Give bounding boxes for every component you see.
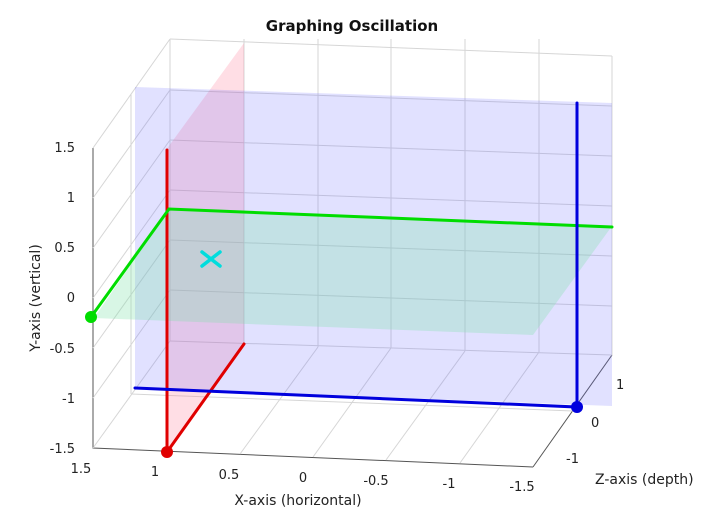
series-green <box>89 207 614 319</box>
data-point <box>161 446 173 458</box>
z-axis-label: Z-axis (depth) <box>595 472 694 488</box>
series-markers <box>85 250 583 458</box>
data-point <box>85 311 97 323</box>
gridline <box>169 89 613 107</box>
gridline <box>459 351 540 464</box>
gridline <box>169 189 613 207</box>
chart-title: Graphing Oscillation <box>266 17 438 35</box>
data-point-x-marker <box>200 250 222 268</box>
gridline <box>169 239 613 257</box>
x-axis-label: X-axis (horizontal) <box>234 493 361 509</box>
z-tick-label: -1 <box>566 452 579 467</box>
x-tick-label: 0.5 <box>219 468 240 483</box>
x-tick-label: -1.5 <box>509 480 534 495</box>
y-tick-label: -1.5 <box>50 442 75 457</box>
y-tick-label: 0.5 <box>54 241 75 256</box>
gridline <box>92 38 171 149</box>
x-marker-stroke <box>200 250 222 268</box>
plane-z <box>135 87 612 406</box>
y-tick-label: 1.5 <box>54 141 75 156</box>
y-tick-label: 0 <box>67 291 75 306</box>
y-tick-label: -1 <box>62 392 75 407</box>
x-tick-label: 1.5 <box>71 462 92 477</box>
plane-y <box>94 209 612 335</box>
z-tick-label: 1 <box>616 378 624 393</box>
data-point <box>571 401 583 413</box>
y-tick-label: 1 <box>67 191 75 206</box>
z-tick-label: 0 <box>591 416 599 431</box>
gridline <box>239 346 319 455</box>
y-axis-label: Y-axis (vertical) <box>28 244 44 353</box>
gridline <box>169 38 613 57</box>
x-tick-label: -0.5 <box>363 474 388 489</box>
planes <box>94 43 612 451</box>
y-tick-labels: 1.5 1 0.5 0 -0.5 -1 -1.5 <box>50 141 75 457</box>
x-tick-label: 0 <box>299 471 307 486</box>
y-tick-label: -0.5 <box>50 342 75 357</box>
plane-x <box>166 43 244 451</box>
gridline <box>169 139 613 157</box>
z-tick-labels: 1 0 -1 <box>566 378 624 467</box>
x-tick-label: -1 <box>443 477 456 492</box>
x-tick-labels: 1.5 1 0.5 0 -0.5 -1 -1.5 <box>71 462 535 495</box>
x-tick-label: 1 <box>151 465 159 480</box>
gridline <box>169 289 613 307</box>
